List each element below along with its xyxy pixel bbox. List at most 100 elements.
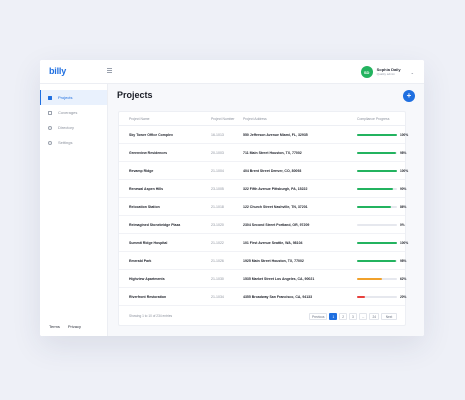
compliance-progress-fill — [357, 296, 365, 298]
table-row[interactable]: Sky Tower Office Complex 16-1013 550 Jeffe… — [119, 126, 408, 144]
project-name[interactable]: Summit Ridge Hospital — [129, 241, 168, 245]
table-row[interactable]: Summit Ridge Hospital 21-1022 101 First Av… — [119, 234, 408, 252]
compliance-percent: 90% — [400, 187, 407, 191]
add-project-button[interactable]: + — [403, 90, 415, 102]
compliance-percent: 98% — [400, 259, 407, 263]
privacy-link[interactable]: Privacy — [67, 324, 82, 329]
gear-icon — [48, 140, 52, 145]
terms-link[interactable]: Terms — [49, 324, 60, 329]
folder-icon — [48, 95, 52, 100]
sidebar-footer: Terms Privacy — [49, 324, 81, 329]
menu-icon[interactable] — [107, 68, 113, 74]
page-button[interactable]: 24 — [369, 313, 379, 320]
project-address: 2304 Second Street Portland, OR, 97209 — [243, 223, 310, 227]
table-row[interactable]: Reimagined Stonebridge Plaza 23-1020 2304 … — [119, 216, 405, 234]
page-button[interactable]: 1 — [329, 313, 338, 320]
compliance-progress-fill — [357, 188, 393, 190]
project-address: 1535 Market Street Los Angeles, CA, 9002… — [243, 277, 315, 281]
compliance-progress-bar — [357, 296, 397, 298]
user-role: Quality admin — [376, 72, 395, 76]
project-name[interactable]: Relocation Station — [129, 205, 160, 209]
column-header-progress[interactable]: Compliance Progress — [357, 117, 390, 121]
user-name: Sophia Daily — [376, 67, 401, 72]
app-window: billy SD Sophia Daily Quality admin ⌄ Pr… — [40, 60, 424, 336]
page-title: Projects — [117, 90, 153, 100]
sidebar-item-directory[interactable]: Directory — [40, 120, 107, 135]
sidebar-item-label: Coverages — [58, 110, 78, 115]
page-button[interactable]: 3 — [349, 313, 357, 320]
user-info: Sophia Daily Quality admin — [377, 68, 401, 76]
project-number: 21-1004 — [211, 169, 224, 173]
column-header-name[interactable]: Project Name — [129, 117, 150, 121]
project-name[interactable]: Highview Apartments — [129, 277, 165, 281]
compliance-percent: 20% — [400, 295, 407, 299]
compliance-percent: 62% — [400, 277, 407, 281]
sidebar-item-projects[interactable]: Projects — [40, 90, 107, 105]
projects-table-card: Project Name Project Number Project Addr… — [118, 111, 409, 326]
project-number: 23-1020 — [211, 223, 224, 227]
compliance-progress-bar — [357, 188, 397, 190]
previous-page-button[interactable]: Previous — [309, 313, 328, 320]
column-header-address[interactable]: Project Address — [243, 117, 267, 121]
compliance-progress-fill — [357, 152, 397, 154]
compliance-progress-bar — [357, 152, 397, 154]
project-address: 550 Jefferson Avenue Miami, FL, 32935 — [243, 133, 308, 137]
table-row[interactable]: Renewal Aspen Hills 23-1005 322 Fifth Aven… — [119, 180, 407, 198]
user-menu[interactable]: SD Sophia Daily Quality admin ⌄ — [360, 65, 414, 79]
sidebar-item-coverages[interactable]: Coverages — [40, 105, 107, 120]
column-header-number[interactable]: Project Number — [211, 117, 235, 121]
compliance-progress-bar — [357, 170, 397, 172]
table-row[interactable]: Emerald Park 21-1026 1925 Main Street Hous… — [119, 252, 407, 270]
project-name[interactable]: Renewal Aspen Hills — [129, 187, 164, 191]
project-address: 1925 Main Street Houston, TX, 77002 — [243, 259, 304, 263]
project-name[interactable]: Revamp Ridge — [129, 169, 154, 173]
compliance-progress-bar — [357, 278, 397, 280]
next-page-button[interactable]: Next — [381, 313, 397, 320]
compliance-percent: 100% — [400, 169, 409, 173]
compliance-progress-fill — [357, 134, 397, 136]
app-logo[interactable]: billy — [49, 66, 67, 76]
project-address: 711 Main Street Houston, TX, 77002 — [243, 151, 302, 155]
table-row[interactable]: Relocation Station 21-1018 122 Church Stre… — [119, 198, 407, 216]
project-name[interactable]: Riverfront Restoration — [129, 295, 167, 299]
project-address: 404 Brent Street Denver, CO, 80093 — [243, 169, 302, 173]
project-number: 21-1034 — [211, 295, 224, 299]
project-number: 21-1030 — [211, 277, 224, 281]
project-name[interactable]: Emerald Park — [129, 259, 152, 263]
project-address: 4355 Broadway San Francisco, CA, 94133 — [243, 295, 313, 299]
compliance-progress-bar — [357, 260, 397, 262]
chevron-down-icon[interactable]: ⌄ — [410, 69, 414, 75]
compliance-progress-bar — [357, 134, 397, 136]
avatar[interactable]: SD — [360, 66, 373, 78]
project-number: 21-1026 — [211, 259, 224, 263]
project-address: 122 Church Street Nashville, TN, 37201 — [243, 205, 308, 209]
table-row[interactable]: Riverfront Restoration 21-1034 4355 Broadw… — [119, 288, 407, 306]
compliance-percent: 0% — [400, 223, 405, 227]
sidebar-item-settings[interactable]: Settings — [40, 135, 107, 150]
project-number: 21-1018 — [211, 205, 224, 209]
table-row[interactable]: Highview Apartments 21-1030 1535 Market St… — [119, 270, 407, 288]
users-icon — [48, 125, 52, 130]
compliance-progress-bar — [357, 224, 397, 226]
sidebar-item-label: Projects — [58, 95, 73, 100]
compliance-progress-bar — [357, 242, 397, 244]
sidebar-item-label: Directory — [58, 125, 75, 130]
compliance-progress-fill — [357, 206, 392, 208]
sidebar-item-label: Settings — [58, 140, 73, 145]
compliance-progress-fill — [357, 278, 382, 280]
compliance-percent: 98% — [400, 151, 407, 155]
compliance-progress-fill — [357, 170, 397, 172]
project-number: 21-1022 — [211, 241, 224, 245]
table-header: Project Name Project Number Project Addr… — [119, 112, 405, 126]
project-name[interactable]: Sky Tower Office Complex — [129, 133, 173, 137]
page-button[interactable]: 2 — [339, 313, 347, 320]
table-row[interactable]: Revamp Ridge 21-1004 404 Brent Street Denv… — [119, 162, 409, 180]
project-name[interactable]: Reimagined Stonebridge Plaza — [129, 223, 181, 227]
compliance-percent: 86% — [400, 205, 407, 209]
page-ellipsis: ... — [358, 313, 368, 320]
project-name[interactable]: Greenview Residences — [129, 151, 168, 155]
document-icon — [48, 110, 52, 115]
table-row[interactable]: Greenview Residences 20-1003 711 Main Stre… — [119, 144, 407, 162]
project-address: 322 Fifth Avenue Pittsburgh, PA, 15222 — [243, 187, 308, 191]
top-bar: billy SD Sophia Daily Quality admin ⌄ — [40, 60, 424, 84]
